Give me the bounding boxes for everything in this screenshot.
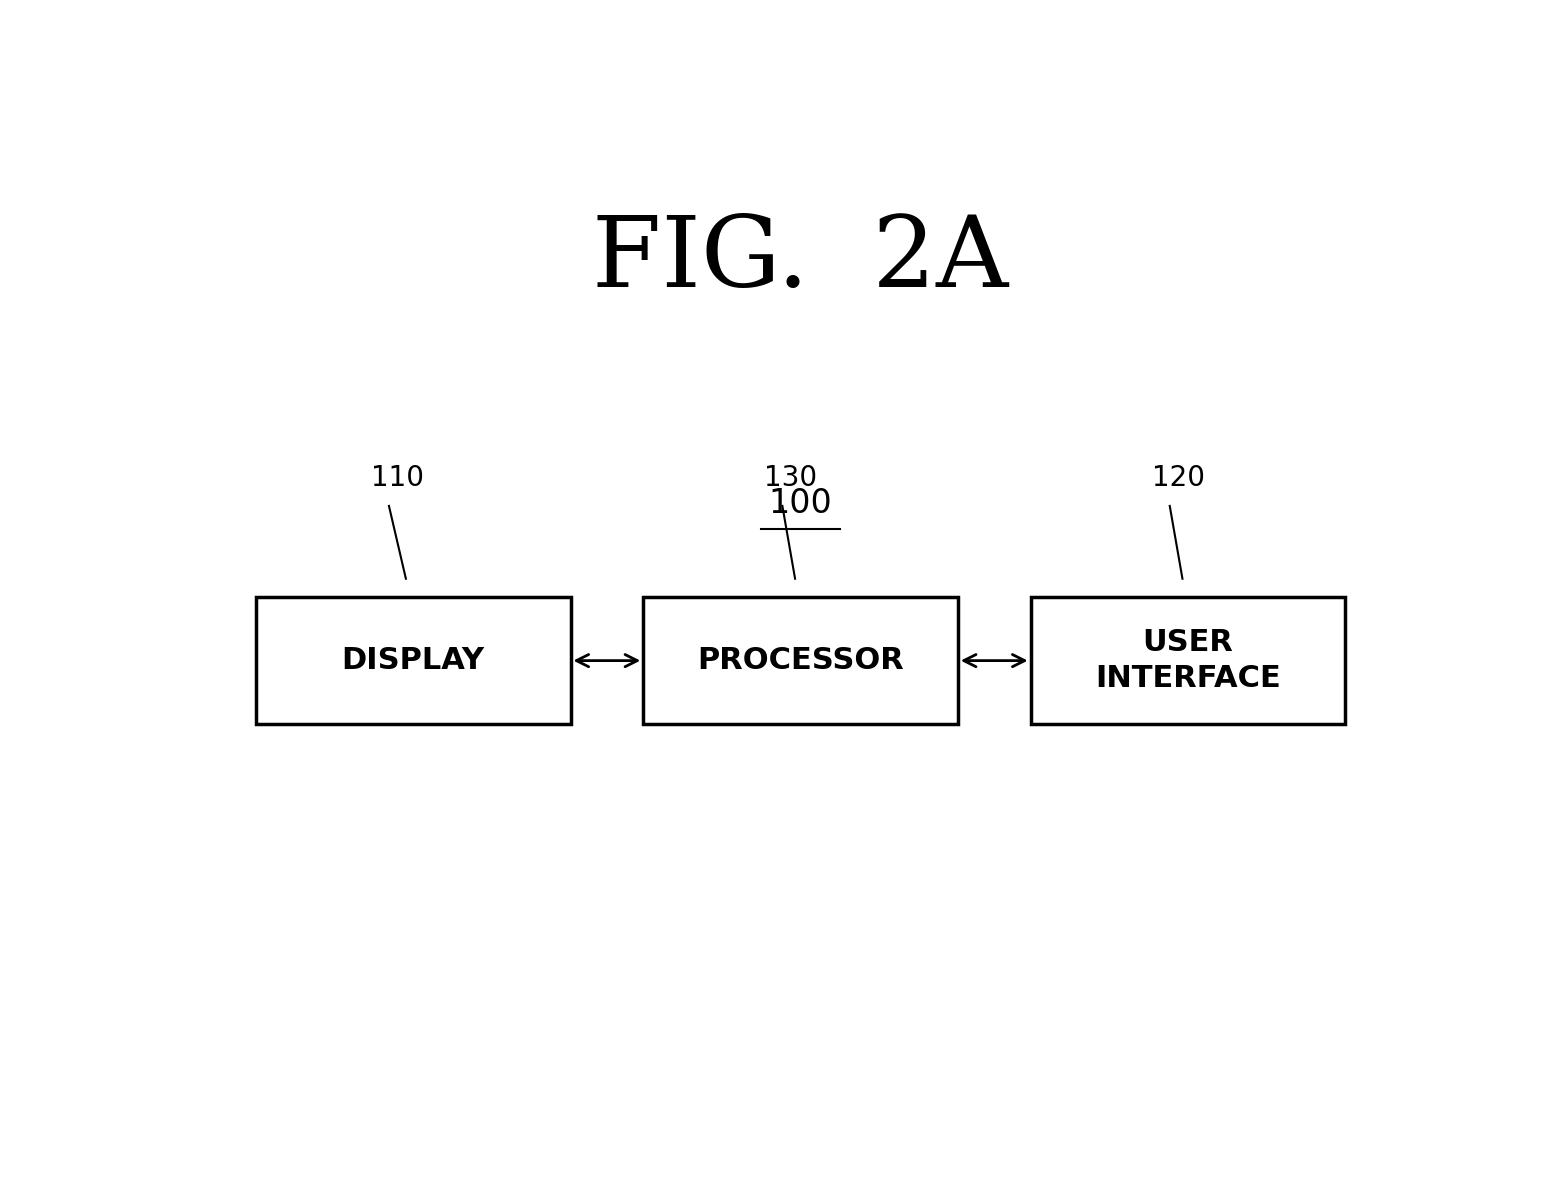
Bar [256,597,570,725]
Text: DISPLAY: DISPLAY [342,647,484,675]
Bar [644,597,958,725]
Bar [1031,597,1345,725]
Text: PROCESSOR: PROCESSOR [697,647,904,675]
Text: 130: 130 [764,465,817,492]
Text: USER
INTERFACE: USER INTERFACE [1095,628,1281,693]
Text: FIG.  2A: FIG. 2A [592,213,1009,309]
Text: 100: 100 [769,487,833,520]
Text: 110: 110 [370,465,423,492]
Text: 120: 120 [1151,465,1204,492]
